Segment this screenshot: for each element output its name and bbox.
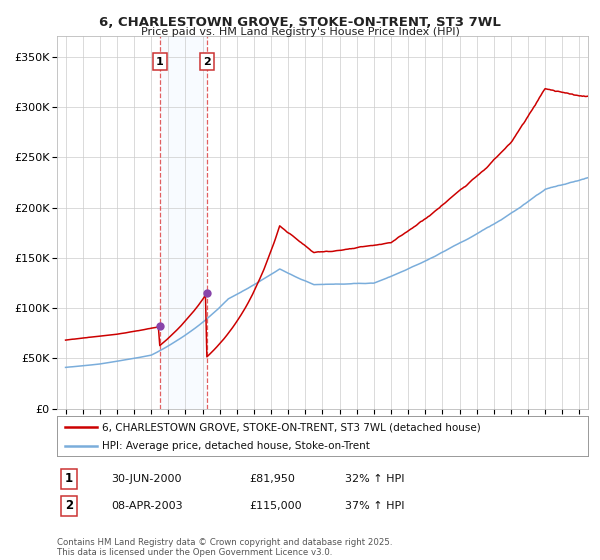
Text: HPI: Average price, detached house, Stoke-on-Trent: HPI: Average price, detached house, Stok… [102, 441, 370, 451]
Text: £115,000: £115,000 [249, 501, 302, 511]
Text: 32% ↑ HPI: 32% ↑ HPI [345, 474, 404, 484]
Text: 6, CHARLESTOWN GROVE, STOKE-ON-TRENT, ST3 7WL: 6, CHARLESTOWN GROVE, STOKE-ON-TRENT, ST… [99, 16, 501, 29]
Text: Price paid vs. HM Land Registry's House Price Index (HPI): Price paid vs. HM Land Registry's House … [140, 27, 460, 37]
Text: 30-JUN-2000: 30-JUN-2000 [111, 474, 182, 484]
Text: 6, CHARLESTOWN GROVE, STOKE-ON-TRENT, ST3 7WL (detached house): 6, CHARLESTOWN GROVE, STOKE-ON-TRENT, ST… [102, 422, 481, 432]
Text: £81,950: £81,950 [249, 474, 295, 484]
Text: 1: 1 [65, 472, 73, 486]
Text: 37% ↑ HPI: 37% ↑ HPI [345, 501, 404, 511]
Text: 2: 2 [203, 57, 211, 67]
Text: Contains HM Land Registry data © Crown copyright and database right 2025.
This d: Contains HM Land Registry data © Crown c… [57, 538, 392, 557]
Bar [160, 36, 207, 409]
Text: 2: 2 [65, 499, 73, 512]
Text: 08-APR-2003: 08-APR-2003 [111, 501, 182, 511]
Text: 1: 1 [156, 57, 164, 67]
